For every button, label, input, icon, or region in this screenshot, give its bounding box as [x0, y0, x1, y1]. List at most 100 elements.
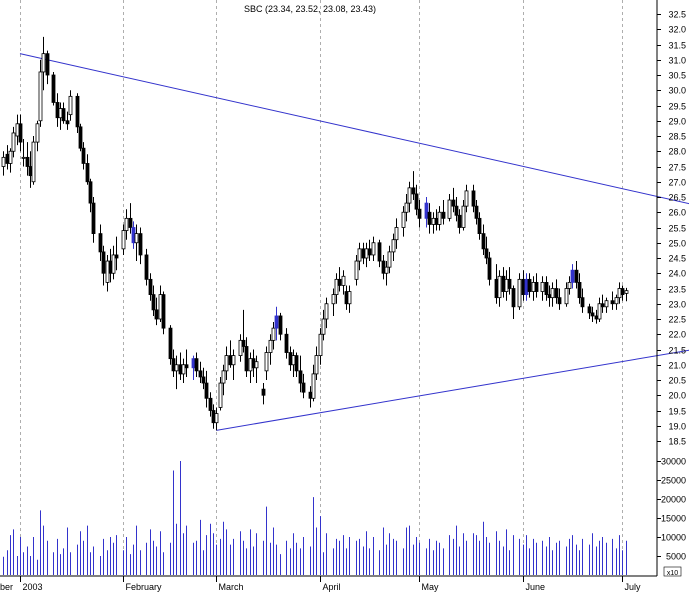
candle: [298, 355, 303, 393]
candle: [194, 352, 199, 377]
candle-body: [88, 181, 93, 204]
candle-body: [404, 202, 409, 213]
candle-body: [168, 327, 173, 360]
candle-body: [288, 352, 293, 366]
candle-body: [577, 281, 582, 299]
candle: [68, 90, 73, 121]
candle-body: [527, 278, 532, 292]
candle-body: [381, 260, 386, 274]
candle: [321, 309, 326, 341]
price-axis-ticks: 18.5 19.0 19.5 20.0 20.5 21.0 21.5 22.0 22.5 23.0…: [657, 10, 686, 447]
candle: [85, 154, 90, 185]
price-candles: [1, 36, 629, 431]
candle-body: [600, 303, 605, 308]
candle-body: [334, 278, 339, 296]
candle: [471, 184, 476, 213]
candle-body: [471, 190, 476, 207]
candle: [124, 209, 129, 240]
candle-body: [614, 297, 619, 305]
candle-body: [261, 388, 266, 396]
candle: [261, 383, 266, 405]
price-tick-label: 20.5: [668, 376, 686, 386]
candle-body: [284, 333, 289, 353]
candle: [610, 291, 615, 310]
candle: [324, 297, 329, 329]
candle: [1, 151, 6, 176]
candle-body: [268, 339, 273, 353]
candle-body: [540, 281, 545, 292]
candle: [564, 282, 569, 307]
volume-tick-label: 25000: [661, 476, 686, 486]
candle-body: [111, 254, 116, 274]
month-label: March: [219, 582, 244, 592]
candle: [554, 279, 559, 304]
month-label: May: [422, 582, 440, 592]
candle-body: [134, 233, 139, 244]
volume-tick-label: 5000: [666, 552, 686, 562]
candle: [367, 239, 372, 262]
month-label: February: [126, 582, 163, 592]
candle-body: [311, 373, 316, 399]
candle: [284, 328, 289, 359]
price-tick-label: 27.5: [668, 163, 686, 173]
candle-body: [291, 355, 296, 366]
candle: [407, 181, 412, 213]
candle-body: [407, 187, 412, 204]
price-tick-label: 30.5: [668, 71, 686, 81]
candle-body: [441, 211, 446, 219]
volume-bars: [3, 461, 627, 575]
candle: [427, 203, 432, 234]
candle: [134, 224, 139, 262]
candle-body: [521, 278, 526, 296]
candle: [201, 367, 206, 390]
candle: [144, 248, 149, 286]
candle-body: [181, 364, 186, 375]
candle: [11, 126, 16, 158]
candle-body: [447, 199, 452, 219]
candle: [391, 233, 396, 262]
candle-body: [594, 315, 599, 320]
candle: [371, 236, 376, 262]
price-tick-label: 20.0: [668, 391, 686, 401]
candle-body: [474, 205, 479, 219]
candle-body: [371, 242, 376, 256]
candle-body: [58, 108, 63, 119]
candle: [111, 245, 116, 280]
candle-body: [564, 288, 569, 305]
candle: [278, 312, 283, 341]
candle-body: [271, 327, 276, 341]
candle: [18, 114, 23, 152]
candle: [401, 206, 406, 237]
candle: [384, 261, 389, 286]
candle: [98, 224, 103, 262]
candle-body: [457, 214, 462, 228]
price-tick-label: 18.5: [668, 437, 686, 447]
candle-body: [5, 153, 10, 164]
candle: [517, 273, 522, 310]
candle: [477, 212, 482, 240]
candle: [271, 322, 276, 350]
candle: [331, 288, 336, 316]
candle: [254, 355, 259, 384]
candle-body: [574, 269, 579, 283]
candle: [25, 142, 30, 176]
candle-body: [184, 364, 189, 369]
candle: [417, 200, 422, 228]
candle-body: [544, 281, 549, 295]
month-label: June: [526, 582, 546, 592]
candle-body: [617, 288, 622, 299]
price-tick-label: 19.0: [668, 422, 686, 432]
candle-body: [620, 288, 625, 295]
candle-body: [511, 288, 516, 308]
candle-body: [487, 257, 492, 280]
candle: [587, 303, 592, 319]
candle: [357, 242, 362, 271]
candle-body: [18, 123, 23, 143]
candle-body: [214, 413, 219, 424]
candle: [41, 36, 46, 91]
candle-body: [604, 300, 609, 308]
candle-body: [78, 126, 83, 149]
candle: [231, 349, 236, 380]
candle: [497, 270, 502, 307]
candle-body: [587, 306, 592, 314]
